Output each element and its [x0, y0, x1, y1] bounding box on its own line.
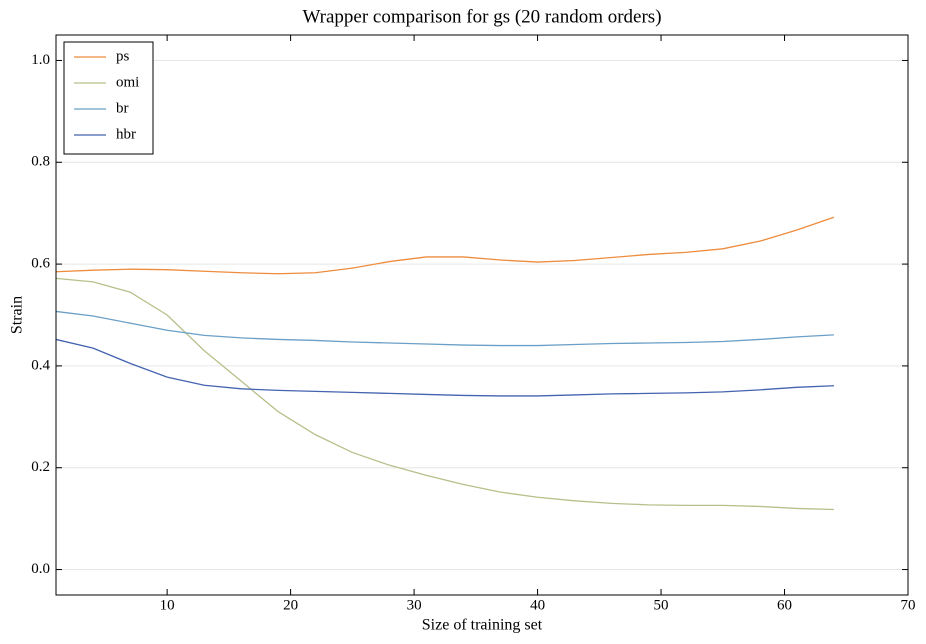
- y-tick-label: 0.0: [31, 561, 50, 577]
- x-tick-label: 70: [901, 597, 916, 613]
- x-tick-label: 30: [407, 597, 422, 613]
- y-tick-label: 0.2: [31, 459, 50, 475]
- legend-box: [63, 41, 154, 155]
- legend-label: ps: [116, 48, 130, 64]
- series-line: [55, 338, 834, 397]
- x-tick-label: 10: [160, 597, 175, 613]
- x-tick-label: 40: [530, 597, 545, 613]
- x-tick-label: 60: [777, 597, 792, 613]
- chart-title: Wrapper comparison for gs (20 random ord…: [302, 6, 661, 27]
- y-tick-label: 0.6: [31, 256, 50, 272]
- x-tick-label: 50: [654, 597, 669, 613]
- series-line: [55, 216, 835, 275]
- series-line: [55, 310, 834, 347]
- y-tick-label: 0.4: [31, 357, 50, 373]
- series-line: [55, 277, 834, 511]
- x-tick-label: 20: [283, 597, 298, 613]
- legend: ps omi br hbr: [63, 41, 154, 155]
- legend-label: br: [116, 100, 129, 116]
- plot-frame: [55, 34, 909, 596]
- y-tick-label: 0.8: [31, 154, 50, 170]
- legend-label: hbr: [116, 126, 136, 142]
- y-axis-label: Strain: [9, 296, 26, 334]
- y-tick-label: 1.0: [31, 52, 50, 68]
- x-axis-label: Size of training set: [422, 617, 543, 634]
- legend-label: omi: [116, 74, 139, 90]
